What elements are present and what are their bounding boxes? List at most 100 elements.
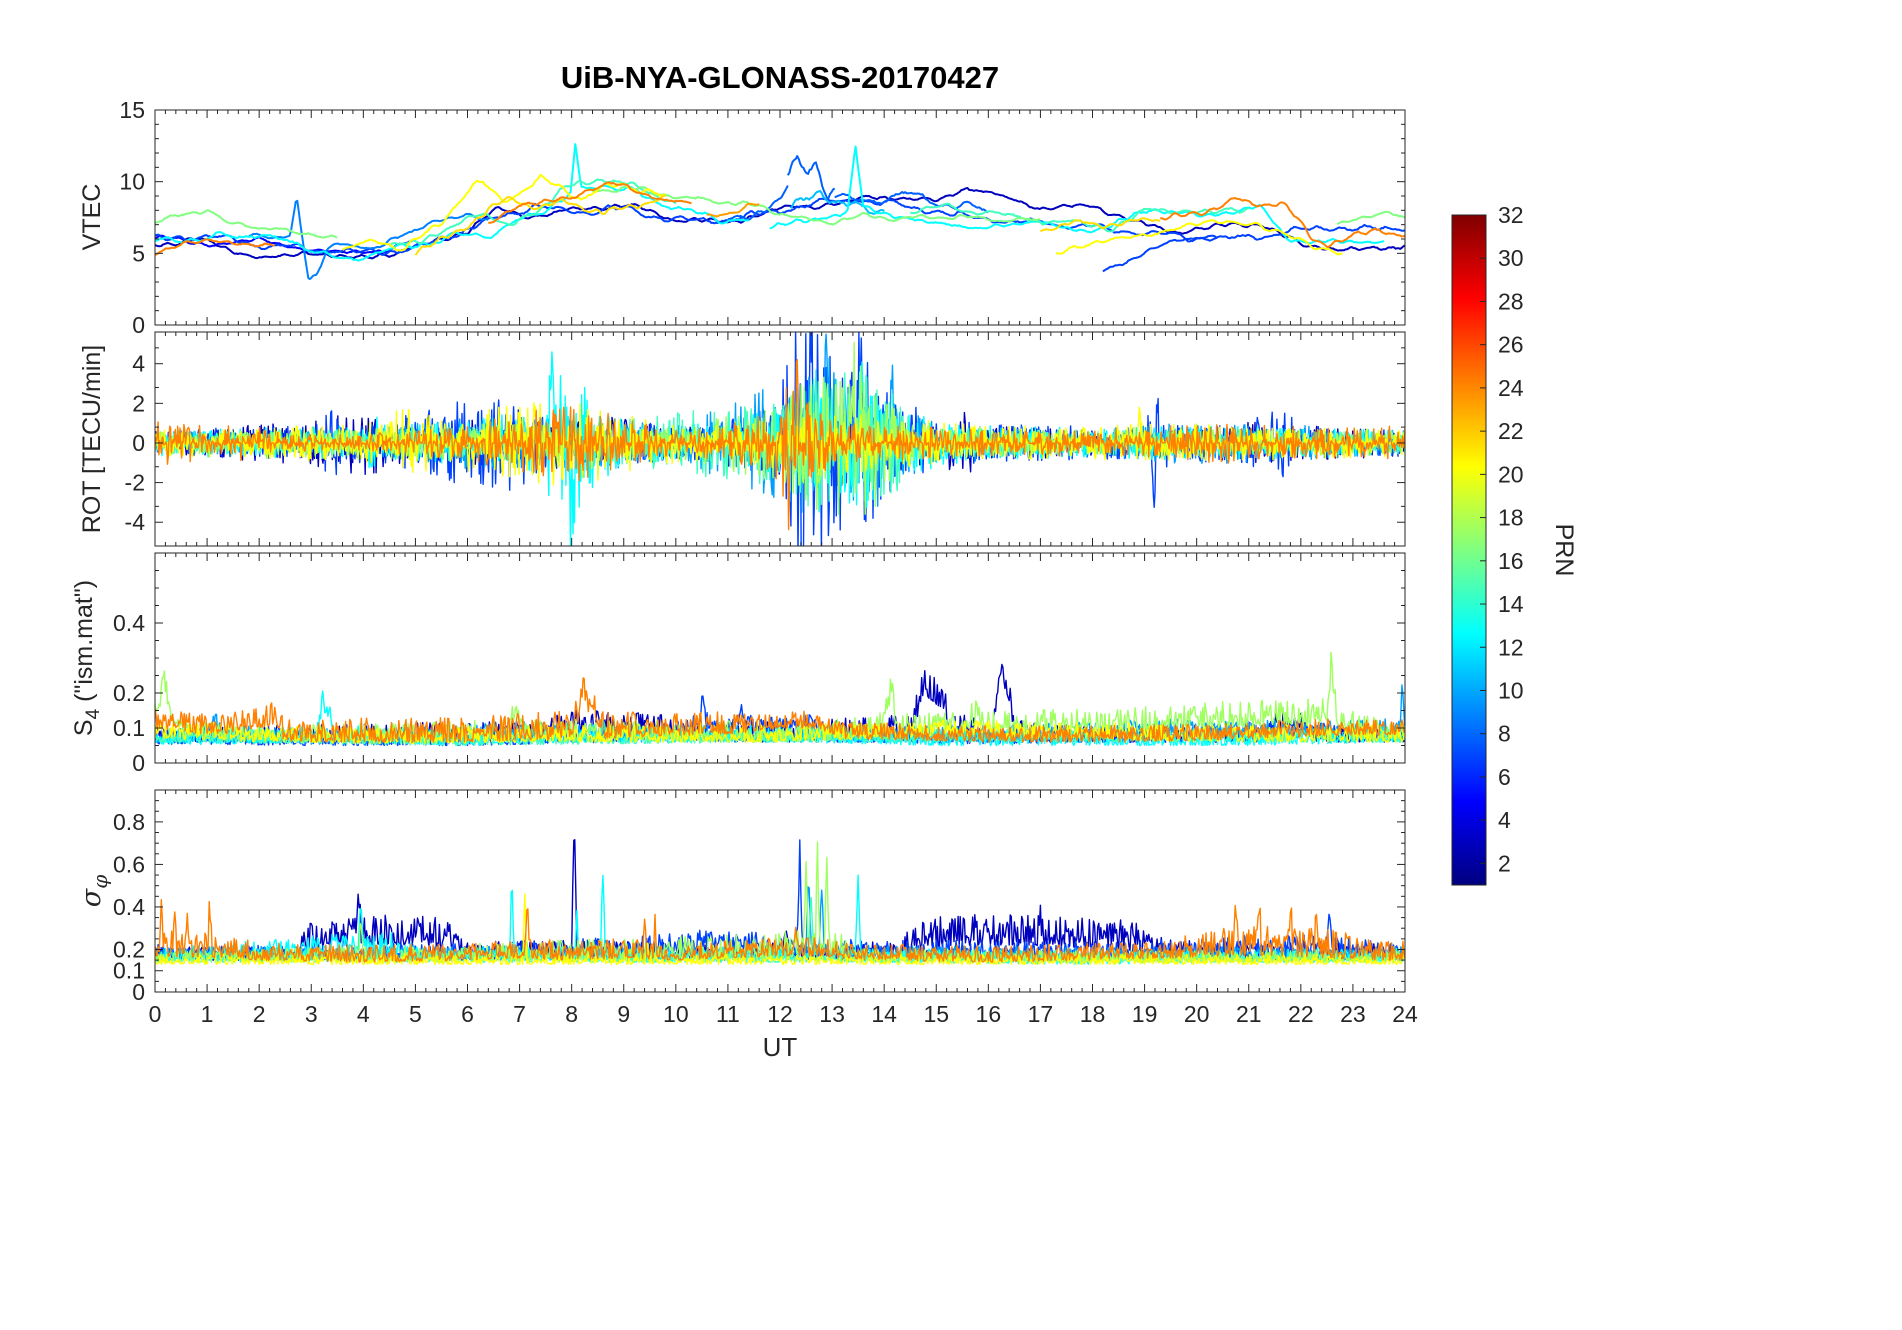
x-tick-label: 20 [1184,1001,1210,1027]
x-tick-label: 13 [819,1001,845,1027]
series-group-s4 [155,651,1405,747]
y-axis-label-vtec: VTEC [78,184,106,251]
x-tick-label: 21 [1236,1001,1262,1027]
series-prn-2 [155,187,1405,260]
panel-vtec: 0 5 10 15 [119,97,1406,338]
x-tick-label: 16 [976,1001,1002,1027]
series-prn-16 [155,209,338,239]
series-prn-10 [789,190,885,215]
series-group-vtec [155,143,1405,281]
series-prn-24 [155,899,1405,963]
colorbar-tick-label: 14 [1498,591,1524,617]
series-prn-24 [155,358,1405,531]
x-tick-label: 10 [663,1001,689,1027]
series-prn-14 [388,178,677,247]
colorbar-tick-label: 32 [1498,202,1524,228]
x-tick-label: 2 [253,1001,266,1027]
colorbar-tick-label: 26 [1498,332,1524,358]
colorbar-tick-label: 12 [1498,634,1524,660]
s4-label-sub: 4 [83,708,104,719]
series-prn-23 [706,202,760,218]
series-prn-7 [834,191,989,214]
series-prn-24 [1160,196,1405,248]
x-tick-label: 0 [149,1001,162,1027]
colorbar-tick-label: 30 [1498,245,1524,271]
series-prn-21 [1039,217,1161,233]
x-tick-label: 19 [1132,1001,1158,1027]
y-tick-label: 5 [132,240,145,266]
y-tick-label: 15 [119,97,145,123]
series-prn-20 [1055,219,1343,256]
x-tick-label: 17 [1028,1001,1054,1027]
y-tick-label: 4 [132,351,145,377]
series-prn-6 [155,197,1405,256]
chart-title: UiB-NYA-GLONASS-20170427 [561,60,999,95]
colorbar-tick-label: 22 [1498,418,1524,444]
colorbar-tick-label: 4 [1498,807,1511,833]
colorbar-bar [1451,214,1487,886]
y-tick-label: 0.8 [113,809,145,835]
series-prn-24 [155,677,1405,743]
y-tick-label: 0.1 [113,958,145,984]
panel-s4: 0 0.1 0.2 0.4 [113,552,1406,776]
colorbar-label: PRN [1550,524,1578,577]
x-tick-label: 12 [767,1001,793,1027]
x-axis-label: UT [763,1032,798,1062]
x-tick-label: 9 [617,1001,630,1027]
sigma-label-main: σ [76,887,107,907]
x-tick-label: 24 [1392,1001,1418,1027]
y-tick-label: 10 [119,169,145,195]
y-tick-label: 0 [132,979,145,1005]
series-prn-24 [488,181,692,224]
y-tick-label: 0 [132,430,145,456]
y-tick-label: 0.6 [113,851,145,877]
y-tick-label: 0.1 [113,715,145,741]
x-tick-label: 15 [923,1001,949,1027]
colorbar-tick-label: 16 [1498,548,1524,574]
colorbar-tick-label: 20 [1498,461,1524,487]
y-tick-label: -4 [125,509,146,535]
x-tick-label: 8 [565,1001,578,1027]
series-prn-8 [248,199,489,281]
x-tick-label: 23 [1340,1001,1366,1027]
x-tick-label: 22 [1288,1001,1314,1027]
axis-box [154,109,1406,326]
colorbar-tick-label: 10 [1498,677,1524,703]
series-prn-16 [1336,210,1405,226]
series-prn-21 [414,194,666,256]
y-axis-label-rot: ROT [TECU/min] [78,345,106,533]
colorbar-tick-label: 8 [1498,721,1511,747]
series-prn-20 [155,893,1405,966]
series-group-sigma_phi [155,839,1405,966]
panel-sigma_phi: 0 1 2 3 4 5 6 7 8 9 10 11 12 13 14 15 16 17 18 19 20 21 22 23 24… [113,789,1418,1027]
colorbar-tick-label: 28 [1498,288,1524,314]
y-tick-label: 0 [132,750,145,776]
colorbar-tick-label: 6 [1498,764,1511,790]
y-axis-label-s4: S4 ("ism.mat") [70,580,104,736]
y-tick-label: 0.4 [113,894,145,920]
series-prn-6 [1102,234,1218,273]
x-tick-label: 5 [409,1001,422,1027]
x-tick-label: 1 [201,1001,214,1027]
colorbar-tick-label: 18 [1498,505,1524,531]
series-prn-12 [155,143,750,262]
colorbar-tick-label: 2 [1498,850,1511,876]
s4-label-main: S [70,719,98,736]
y-axis-label-sigma-phi: σφ [76,875,112,907]
x-tick-label: 14 [871,1001,897,1027]
y-tick-label: 0.2 [113,680,145,706]
series-group-rot [155,332,1405,546]
y-tick-label: 0 [132,312,145,338]
x-tick-label: 3 [305,1001,318,1027]
series-prn-24 [155,238,275,256]
x-tick-label: 6 [461,1001,474,1027]
x-tick-label: 7 [513,1001,526,1027]
sigma-label-sub: φ [88,875,112,889]
colorbar-tick-label: 24 [1498,375,1524,401]
s4-label-rest: ("ism.mat") [70,580,98,709]
series-prn-7 [727,185,789,221]
